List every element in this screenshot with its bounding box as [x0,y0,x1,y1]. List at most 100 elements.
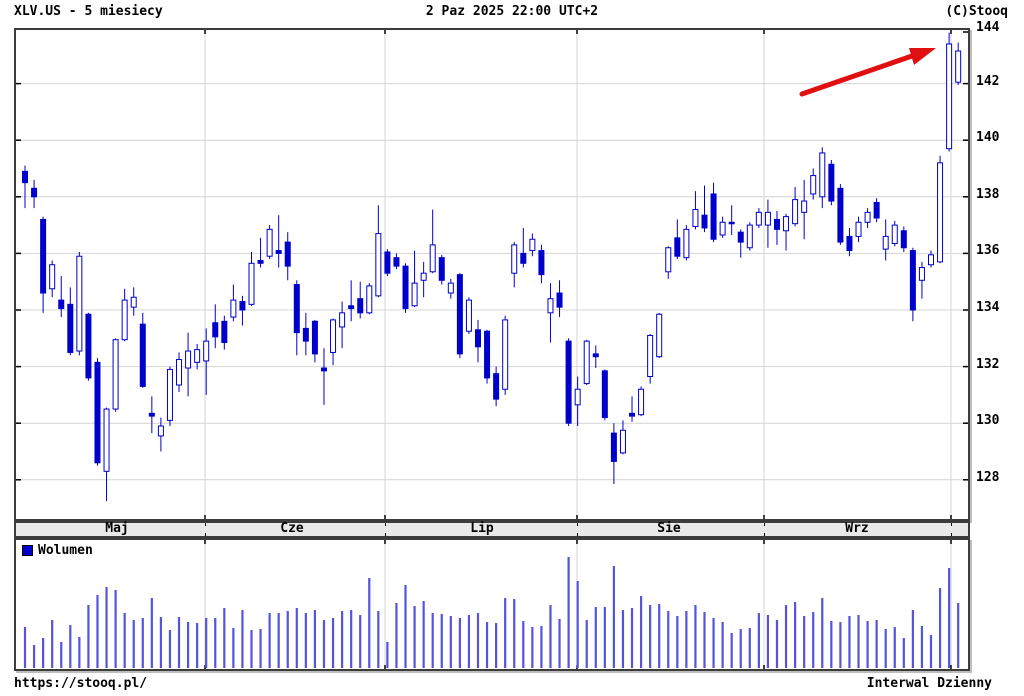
volume-bar [476,613,480,668]
candle [610,423,617,485]
y-axis-tick-label: 132 [976,356,1000,372]
candle-body-up [547,298,554,314]
candle-body-down [320,367,327,372]
volume-bar [32,645,36,668]
y-axis-tick-label: 136 [976,243,1000,259]
candle [601,369,608,421]
volume-bar [485,622,489,668]
copyright-label: (C)Stooq [945,4,1008,19]
candle [248,251,255,306]
volume-panel: Wolumen [14,538,970,671]
candle-body-down [456,274,463,355]
volume-bar [87,605,90,668]
candle-body-down [538,250,545,276]
candle [203,328,210,395]
candle-body-up [864,211,871,223]
volume-bar [141,618,144,668]
candle-body-down [275,250,282,254]
candle [40,216,47,313]
candle-body-up [619,429,626,454]
volume-bar [331,618,335,668]
candle [366,283,373,315]
candle [728,205,735,236]
candle-body-down [610,432,617,462]
candle-body-up [121,299,128,341]
volume-bar [803,616,806,668]
arrowhead-icon [909,48,936,65]
volume-bar [830,621,833,668]
candle-body-down [393,257,400,267]
candle [674,219,681,260]
candle [384,249,391,277]
volume-bar [168,630,172,668]
volume-bar [467,615,471,668]
candle [864,208,871,228]
month-tick [385,533,386,536]
candle-body-down [94,361,101,464]
volume-bar [69,625,72,668]
candle [420,261,427,298]
candle-body-down [900,230,907,249]
candle-body-down [85,313,92,379]
candle-body-up [683,228,690,259]
candle [647,334,654,384]
candle-body-up [447,282,454,294]
candle [737,229,744,258]
candle-body-up [248,262,255,305]
candle [882,219,889,261]
candle-body-down [212,322,219,338]
volume-bar [440,614,443,668]
volume-bar [621,610,625,668]
candle [447,278,454,299]
candle-body-down [384,251,391,274]
volume-bar [304,613,307,668]
y-axis-tick-label: 140 [976,130,1000,146]
month-label: Cze [280,521,304,536]
candle [855,216,862,243]
volume-bar [739,629,742,668]
candle [583,339,590,385]
candle [511,242,518,288]
volume-bar [522,621,525,668]
candle-body-up [511,244,518,274]
volume-bar [757,613,760,668]
candle [909,247,916,322]
candle [166,366,173,427]
y-axis-tick-label: 134 [976,300,1000,315]
candle [22,165,28,209]
candle-body-up [792,199,799,225]
volume-bar [748,628,751,668]
volume-bar [948,568,951,668]
candle [502,315,509,395]
candle [402,263,409,313]
volume-bar [259,629,262,668]
volume-bar [78,637,81,668]
candle [85,312,92,381]
candle-body-up [502,319,509,390]
candle [828,160,835,206]
volume-bar [685,611,688,668]
month-tick [385,523,386,526]
volume-bar [295,608,298,668]
candle [928,250,934,268]
candle [185,332,192,397]
volume-bar [567,557,570,668]
candle-body-up [764,211,771,226]
candle-body-up [647,334,654,378]
candle [330,318,337,366]
volume-legend: Wolumen [22,543,93,558]
candle-body-up [366,285,373,314]
month-tick [577,523,578,526]
candle-body-up [946,43,953,150]
candle-body-up [656,313,663,358]
candle-body-up [746,224,753,249]
volume-bar [214,618,217,668]
candle [918,261,925,299]
candle [266,225,273,260]
candle-body-down [302,327,309,342]
volume-bar [114,590,117,668]
volume-bar [884,629,887,668]
candle-body-up [266,228,273,257]
candle [556,280,563,318]
volume-bar [386,642,389,668]
